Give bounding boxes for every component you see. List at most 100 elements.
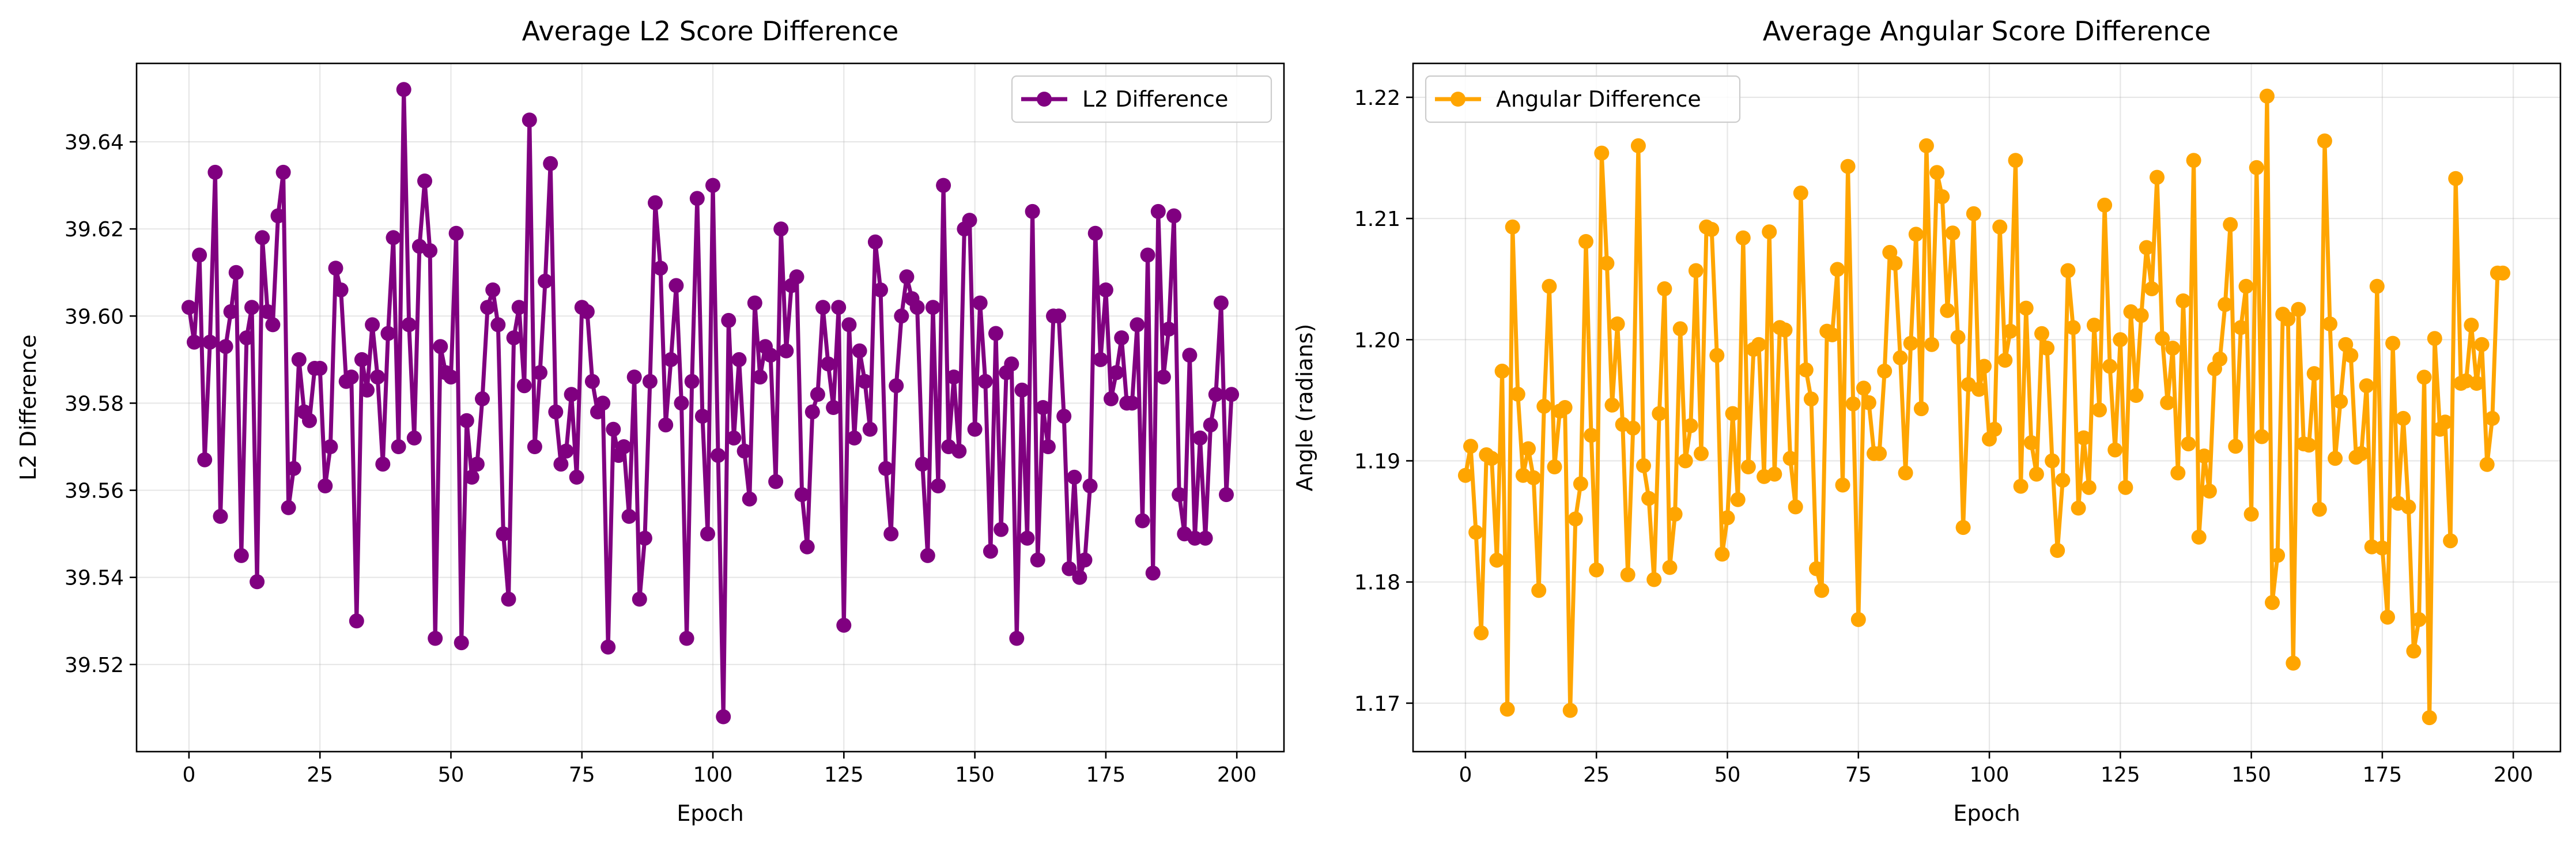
data-point [1950, 330, 1966, 345]
data-point [626, 369, 642, 385]
data-point [328, 261, 343, 276]
data-point [391, 439, 406, 454]
data-point [1087, 225, 1103, 241]
data-point [852, 343, 867, 359]
data-point [1599, 255, 1615, 271]
data-point [1014, 382, 1030, 398]
data-point [1845, 396, 1861, 412]
data-point [731, 352, 747, 367]
data-point [1887, 255, 1903, 271]
data-point [464, 469, 479, 485]
data-point [679, 631, 694, 646]
data-point [260, 304, 275, 319]
data-point [2018, 300, 2034, 316]
data-point [1918, 138, 1934, 153]
data-point [799, 539, 815, 554]
data-point [616, 439, 632, 454]
data-point [2133, 308, 2149, 323]
data-point [2249, 160, 2264, 175]
data-point [2139, 240, 2154, 255]
data-point [1861, 395, 1876, 410]
x-tick-label: 150 [955, 763, 995, 787]
data-point [705, 178, 720, 193]
data-point [2427, 331, 2442, 346]
data-point [2223, 217, 2238, 232]
data-point [207, 164, 223, 180]
data-point [1098, 282, 1113, 297]
data-point [994, 522, 1009, 537]
data-point [522, 112, 537, 128]
data-point [318, 478, 333, 493]
data-point [862, 421, 878, 437]
data-point [265, 317, 281, 333]
data-point [1835, 477, 1850, 493]
data-point [648, 195, 663, 210]
x-tick-label: 200 [2494, 763, 2533, 787]
data-point [1683, 418, 1698, 433]
data-point [1662, 560, 1678, 575]
data-point [674, 395, 689, 411]
data-point [2401, 499, 2416, 515]
legend-swatch-marker [1451, 92, 1465, 107]
data-point [1019, 530, 1035, 546]
data-point [1140, 247, 1155, 263]
data-point [1903, 335, 1918, 351]
data-point [1562, 703, 1578, 718]
data-point [286, 461, 301, 476]
data-point [716, 709, 731, 725]
data-point [1082, 478, 1098, 493]
data-point [2396, 410, 2411, 426]
x-tick-label: 175 [2363, 763, 2403, 787]
data-point [396, 82, 411, 97]
data-point [2034, 326, 2049, 341]
y-axis-label: Angle (radians) [1292, 324, 1317, 492]
data-point [2071, 500, 2086, 516]
data-point [658, 417, 674, 433]
legend-label: L2 Difference [1082, 86, 1228, 112]
data-point [1072, 569, 1087, 585]
series-0 [181, 82, 1240, 725]
data-point [1150, 203, 1166, 219]
data-point [1499, 701, 1515, 717]
chart-title: Average L2 Score Difference [522, 16, 899, 47]
data-point [1040, 439, 1056, 454]
x-tick-label: 0 [1459, 763, 1472, 787]
x-tick-label: 75 [1845, 763, 1872, 787]
data-point [490, 317, 506, 333]
data-point [370, 369, 386, 385]
data-point [1062, 561, 1077, 576]
data-point [1035, 400, 1051, 415]
data-point [2254, 429, 2269, 444]
data-point [511, 300, 527, 315]
data-point [1830, 262, 1845, 277]
data-point [1067, 469, 1082, 485]
data-point [1924, 337, 1939, 352]
data-point [1667, 507, 1683, 522]
data-point [1940, 303, 1955, 318]
data-point [2328, 451, 2343, 466]
data-point [1929, 165, 1945, 180]
data-point [312, 361, 328, 376]
legend: Angular Difference [1425, 75, 1741, 123]
data-point [1803, 391, 1819, 407]
data-point [250, 574, 265, 590]
data-point [1589, 562, 1604, 578]
x-tick-label: 0 [182, 763, 195, 787]
data-point [1510, 386, 1525, 402]
data-point [275, 164, 291, 180]
data-point [2092, 402, 2107, 418]
data-point [1457, 467, 1473, 483]
data-point [1636, 458, 1651, 473]
series-0 [1457, 88, 2510, 726]
data-point [721, 312, 736, 328]
data-point [1161, 322, 1176, 337]
data-point [1725, 406, 1740, 421]
data-point [2259, 88, 2275, 104]
data-point [794, 487, 810, 503]
data-point [988, 326, 1003, 341]
data-point [1182, 348, 1198, 363]
data-point [192, 247, 207, 263]
data-point [1646, 572, 1662, 587]
data-point [1463, 439, 1478, 454]
data-point [1536, 398, 1552, 414]
